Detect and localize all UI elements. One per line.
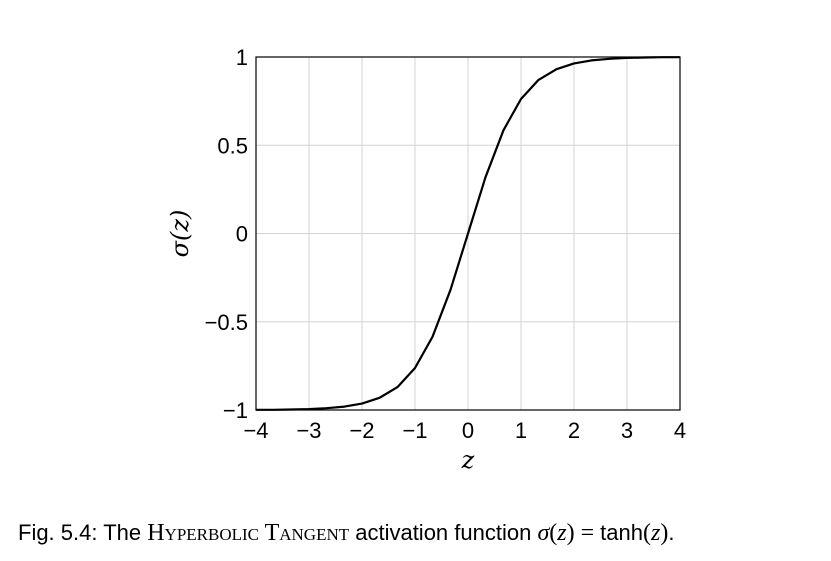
x-axis-label: z [461, 446, 475, 474]
caption-formula: σ(z) = tanh(z) [537, 520, 669, 546]
x-tick-label: 4 [674, 418, 686, 443]
plot-frame [255, 56, 681, 411]
curve-layer [256, 56, 680, 411]
caption-suffix: . [668, 520, 675, 545]
x-tick-label: −3 [296, 418, 321, 443]
y-tick-label: 0.5 [217, 133, 248, 158]
formula-tanh: tanh [600, 520, 643, 545]
x-tick-labels: −4 −3 −2 −1 0 1 2 3 4 [243, 418, 686, 443]
y-tick-label: 1 [236, 45, 248, 70]
y-tick-label: −1 [223, 398, 248, 423]
x-tick-label: −2 [349, 418, 374, 443]
x-tick-label: −4 [243, 418, 268, 443]
x-tick-label: −1 [402, 418, 427, 443]
y-tick-label: −0.5 [205, 310, 248, 335]
y-tick-labels: −1 −0.5 0 0.5 1 [205, 45, 248, 423]
x-tick-label: 2 [568, 418, 580, 443]
x-tick-label: 0 [462, 418, 474, 443]
x-tick-label: 3 [621, 418, 633, 443]
formula-sigma: σ [537, 520, 550, 546]
tanh-chart: −4 −3 −2 −1 0 1 2 3 4 −1 −0.5 0 0.5 1 z σ(z) [166, 45, 686, 474]
caption-middle: activation function [349, 520, 538, 545]
y-tick-label: 0 [236, 222, 248, 247]
caption-prefix: Fig. 5.4: The [18, 520, 148, 545]
y-axis-label: σ(z) [166, 210, 194, 258]
caption-function-name: Hyperbolic Tangent [147, 520, 350, 546]
figure-caption: Fig. 5.4: The Hyperbolic Tangent activat… [18, 520, 674, 547]
tanh-curve [256, 56, 680, 411]
formula-var-2: z [651, 520, 661, 546]
formula-var-1: z [557, 520, 567, 546]
x-tick-label: 1 [515, 418, 527, 443]
